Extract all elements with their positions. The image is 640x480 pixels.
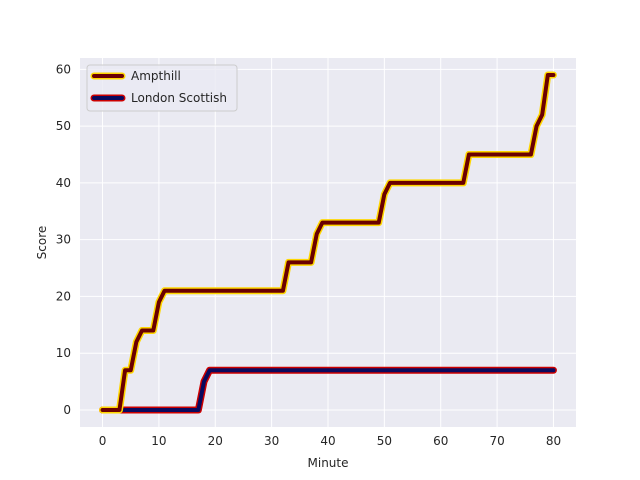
x-tick-label: 10	[151, 434, 166, 448]
x-tick-label: 20	[208, 434, 223, 448]
x-axis-label: Minute	[308, 456, 349, 470]
legend: Ampthill London Scottish	[86, 64, 238, 112]
london-scottish-series-line	[100, 368, 556, 412]
x-tick-label: 0	[99, 434, 107, 448]
y-tick-label: 50	[56, 119, 71, 133]
legend-label-ampthill: Ampthill	[131, 69, 181, 83]
x-tick-label: 50	[377, 434, 392, 448]
x-tick-label: 70	[489, 434, 504, 448]
y-tick-label: 60	[56, 62, 71, 76]
x-tick-label: 80	[546, 434, 561, 448]
x-tick-label: 40	[320, 434, 335, 448]
grid-lines	[80, 58, 576, 427]
series-lines	[99, 71, 557, 414]
y-axis-label: Score	[35, 226, 49, 260]
y-tick-label: 20	[56, 289, 71, 303]
legend-label-london-scottish: London Scottish	[131, 91, 227, 105]
y-tick-label: 10	[56, 346, 71, 360]
y-tick-label: 0	[63, 403, 71, 417]
ampthill-series-line	[100, 73, 556, 412]
y-tick-label: 40	[56, 176, 71, 190]
y-tick-label: 30	[56, 233, 71, 247]
x-tick-label: 30	[264, 434, 279, 448]
tick-labels: 0 10 20 30 40 50 60 70 80 0 10 20 30 40 50 60	[56, 62, 561, 448]
x-tick-label: 60	[433, 434, 448, 448]
